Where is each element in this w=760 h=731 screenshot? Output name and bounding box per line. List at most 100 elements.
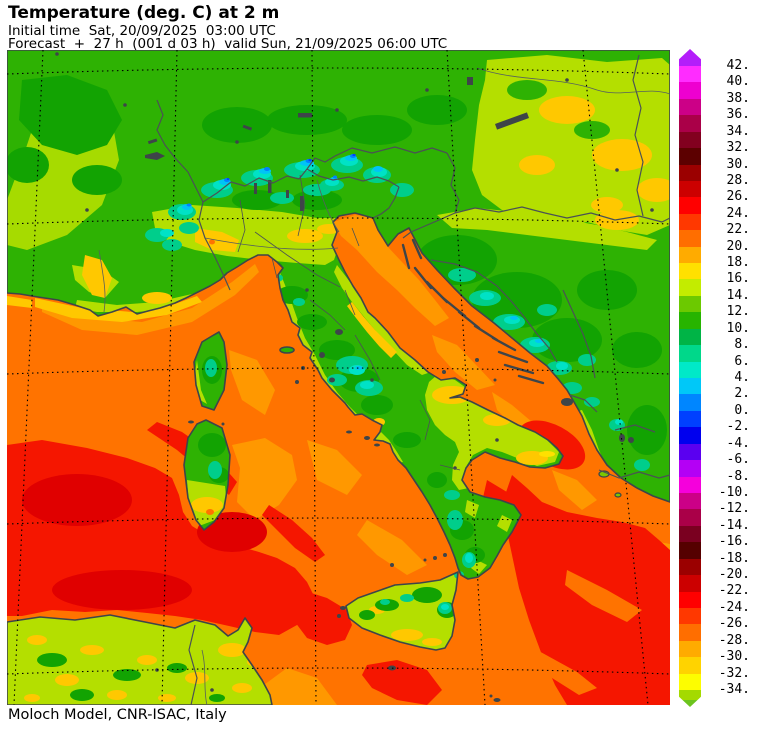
colorbar-tick-label: 42.: [726, 58, 750, 73]
initial-time-line: Initial time Sat, 20/09/2025 03:00 UTC: [8, 23, 276, 39]
lake-balaton: [494, 112, 530, 130]
colorbar-segment: [679, 246, 701, 264]
colorbar-segment: [679, 657, 701, 674]
colorbar-segment: [679, 295, 701, 313]
colorbar-tick-label: 16.: [726, 271, 750, 287]
colorbar-tick-label: -22.: [718, 583, 750, 599]
colorbar-segment: [679, 197, 701, 214]
colorbar-segment: [679, 624, 701, 641]
colorbar-segment: [679, 575, 701, 592]
colorbar-tick-label: -34.: [718, 681, 750, 697]
colorbar-segment: [679, 525, 701, 543]
colorbar-tick-label: 24.: [726, 205, 750, 221]
colorbar-segment: [679, 98, 701, 116]
colorbar-tick-label: -32.: [718, 665, 750, 681]
colorbar-segment: [679, 312, 701, 329]
ionian-orange-streaks: [532, 570, 642, 695]
colorbar-segment: [679, 66, 701, 83]
colorbar-segment: [679, 460, 701, 477]
colorbar-segment: [679, 131, 701, 149]
colorbar-segment: [679, 263, 701, 280]
colorbar-tick-label: 8.: [734, 337, 750, 353]
colorbar-segment: [679, 378, 701, 395]
colorbar-tick-label: -4.: [726, 435, 750, 451]
colorbar-tick-label: 10.: [726, 320, 750, 336]
colorbar-tick-label: -20.: [718, 567, 750, 583]
colorbar-segment: [679, 673, 701, 691]
colorbar-tick-label: 20.: [726, 238, 750, 254]
colorbar-segment: [679, 607, 701, 625]
colorbar-tick-label: 22.: [726, 222, 750, 238]
colorbar-segment: [679, 542, 701, 559]
north-adriatic-region: [333, 215, 449, 326]
page-title: Temperature (deg. C) at 2 m: [8, 3, 280, 23]
colorbar-segment: [679, 279, 701, 296]
gulf-of-lion-yellow-band: [7, 296, 202, 322]
colorbar-tick-label: -24.: [718, 599, 750, 615]
map-canvas: [7, 50, 670, 705]
colorbar-segment: [679, 591, 701, 608]
colorbar-segment: [679, 361, 701, 379]
colorbar-tick-label: -26.: [718, 616, 750, 632]
colorbar-segment: [679, 230, 701, 247]
colorbar-segment: [679, 213, 701, 231]
colorbar-scale: [679, 66, 701, 691]
colorbar-segment: [679, 394, 701, 411]
colorbar-tick-label: 34.: [726, 123, 750, 139]
colorbar-tick-label: -8.: [726, 468, 750, 484]
colorbar-segment: [679, 82, 701, 99]
colorbar-tick-label: 14.: [726, 287, 750, 303]
pannonian-plain-region: [472, 55, 670, 235]
colorbar-segment: [679, 509, 701, 526]
po-valley-region: [152, 205, 362, 265]
colorbar-tick-label: 12.: [726, 304, 750, 320]
region-borders-layer: [237, 174, 461, 471]
colorbar-tick-label: -30.: [718, 649, 750, 665]
colorbar-tick-label: 18.: [726, 255, 750, 271]
colorbar-tick-label: -16.: [718, 534, 750, 550]
colorbar-tick-label: 32.: [726, 140, 750, 156]
colorbar-tick-label: -6.: [726, 452, 750, 468]
colorbar-tick-label: -2.: [726, 419, 750, 435]
rivers-layer: [98, 67, 670, 705]
colorbar-segment: [679, 180, 701, 198]
lake-geneva: [145, 152, 165, 160]
lake-garda: [300, 196, 304, 211]
colorbar-tick-label: 6.: [734, 353, 750, 369]
colorbar-tick-label: 26.: [726, 189, 750, 205]
latlon-grid: [7, 50, 670, 705]
colorbar-tick-label: 28.: [726, 172, 750, 188]
colorbar-segment: [679, 164, 701, 181]
colorbar-tick-label: -18.: [718, 550, 750, 566]
colorbar-tick-labels: 42. 40. 38. 36. 34. 32. 30. 28. 26. 24. 22. 20. 18. 1…: [700, 0, 754, 731]
colorbar-segment: [679, 443, 701, 461]
colorbar-segment: [679, 328, 701, 346]
colorbar-tick-label: 38.: [726, 90, 750, 106]
alpine-blue-spots: [226, 153, 356, 180]
borders-layer: [156, 54, 670, 705]
forecast-valid-line: Forecast + 27 h (001 d 03 h) valid Sun, …: [8, 36, 448, 52]
colorbar-segment: [679, 492, 701, 510]
colorbar-tick-label: 30.: [726, 156, 750, 172]
colorbar-segment: [679, 640, 701, 658]
colorbar-segment: [679, 558, 701, 576]
colorbar-tick-label: 0.: [734, 402, 750, 418]
colorbar-segment: [679, 410, 701, 428]
colorbar-tick-label: -10.: [718, 484, 750, 500]
colorbar-segment: [679, 345, 701, 362]
colorbar-tick-label: -28.: [718, 632, 750, 648]
croatian-islands: [401, 238, 545, 385]
colorbar-segment: [679, 427, 701, 444]
colorbar-tick-label: 2.: [734, 386, 750, 402]
colorbar-tick-label: -12.: [718, 501, 750, 517]
colorbar-arrow-top: [679, 49, 701, 66]
model-credit: Moloch Model, CNR-ISAC, Italy: [8, 707, 227, 723]
colorbar-segment: [679, 148, 701, 165]
warm-land-patches: [24, 96, 670, 702]
colorbar-tick-label: 36.: [726, 107, 750, 123]
colorbar-segment: [679, 115, 701, 132]
colorbar-segment: [679, 476, 701, 493]
colorbar-arrow-bottom: [679, 690, 701, 707]
colorbar-tick-label: 40.: [726, 74, 750, 90]
